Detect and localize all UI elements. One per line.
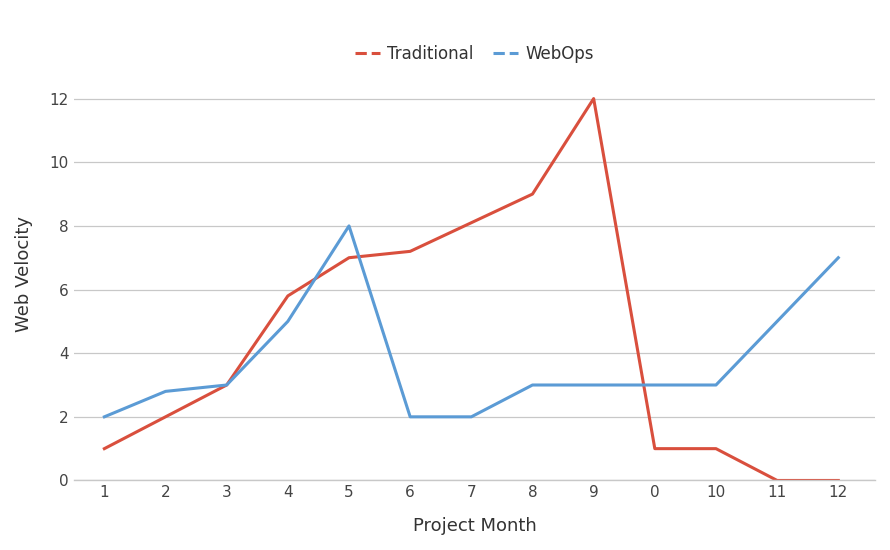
WebOps: [344, 223, 354, 229]
WebOps: [405, 414, 416, 420]
WebOps: [160, 388, 171, 395]
WebOps: [650, 382, 660, 388]
Traditional: [344, 255, 354, 261]
X-axis label: Project Month: Project Month: [412, 517, 537, 535]
Line: Traditional: Traditional: [104, 98, 838, 481]
Traditional: [466, 219, 477, 226]
Y-axis label: Web Velocity: Web Velocity: [15, 216, 33, 332]
Traditional: [650, 446, 660, 452]
Traditional: [588, 95, 599, 102]
WebOps: [99, 414, 109, 420]
Traditional: [833, 477, 844, 484]
Traditional: [710, 446, 721, 452]
WebOps: [466, 414, 477, 420]
WebOps: [710, 382, 721, 388]
Line: WebOps: WebOps: [104, 226, 838, 417]
Traditional: [772, 477, 782, 484]
Traditional: [99, 446, 109, 452]
Traditional: [222, 382, 232, 388]
WebOps: [588, 382, 599, 388]
Traditional: [405, 248, 416, 255]
WebOps: [222, 382, 232, 388]
WebOps: [833, 255, 844, 261]
Traditional: [527, 191, 538, 197]
WebOps: [282, 318, 293, 324]
WebOps: [527, 382, 538, 388]
Legend: Traditional, WebOps: Traditional, WebOps: [349, 38, 600, 69]
WebOps: [772, 318, 782, 324]
Traditional: [160, 414, 171, 420]
Traditional: [282, 293, 293, 299]
